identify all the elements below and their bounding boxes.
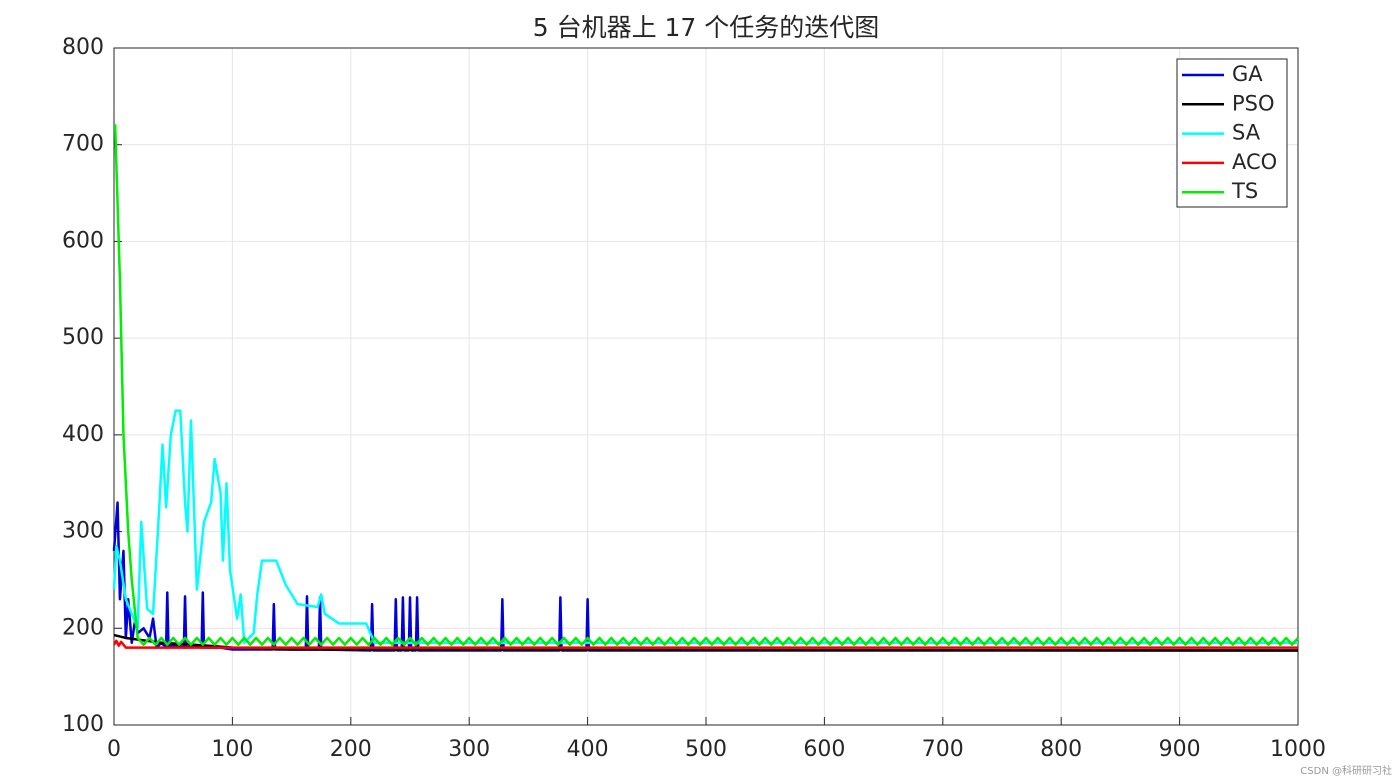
legend: GA PSO SA ACO TS <box>1176 58 1288 208</box>
x-tick-label: 900 <box>1159 737 1201 762</box>
legend-label: ACO <box>1232 150 1277 174</box>
x-tick-label: 0 <box>107 737 121 762</box>
y-tick-label: 400 <box>62 422 104 447</box>
x-tick-label: 500 <box>685 737 727 762</box>
legend-label: TS <box>1231 179 1258 203</box>
y-tick-label: 500 <box>62 325 104 350</box>
y-tick-label: 800 <box>62 35 104 60</box>
y-tick-label: 200 <box>62 615 104 640</box>
legend-label: GA <box>1232 62 1263 86</box>
y-tick-label: 700 <box>62 132 104 157</box>
plot-frame <box>113 47 1299 726</box>
y-tick-label: 100 <box>62 712 104 737</box>
x-tick-label: 400 <box>567 737 609 762</box>
series-line <box>112 409 1298 645</box>
y-tick-label: 300 <box>62 519 104 544</box>
x-tick-label: 1000 <box>1270 737 1326 762</box>
x-tick-label: 600 <box>803 737 845 762</box>
series-line <box>112 639 1298 649</box>
x-tick-label: 100 <box>211 737 253 762</box>
x-tick-label: 700 <box>922 737 964 762</box>
watermark: CSDN @科研研习社 <box>1300 764 1392 777</box>
legend-label: SA <box>1232 121 1261 145</box>
x-tick-label: 800 <box>1040 737 1082 762</box>
legend-label: PSO <box>1232 91 1275 115</box>
series-line <box>113 124 1299 646</box>
x-tick-label: 300 <box>448 737 490 762</box>
chart-title: 5 台机器上 17 个任务的迭代图 <box>533 13 880 42</box>
series-line <box>113 633 1299 652</box>
x-tick-label: 200 <box>330 737 372 762</box>
y-tick-label: 600 <box>62 228 104 253</box>
